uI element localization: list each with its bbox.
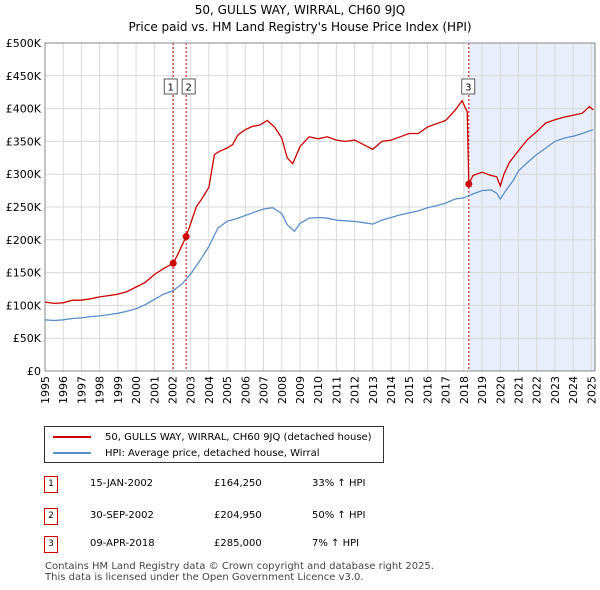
x-tick-label: 2010 <box>312 376 325 404</box>
x-tick-label: 2001 <box>148 376 161 404</box>
x-tick-label: 2000 <box>130 376 143 404</box>
x-tick-label: 2007 <box>258 376 271 404</box>
sale-badge-label: 3 <box>465 83 471 94</box>
x-tick-label: 1997 <box>75 376 88 404</box>
y-tick-label: £400K <box>6 103 42 116</box>
footer-copyright: Contains HM Land Registry data © Crown c… <box>45 561 434 572</box>
sale-point <box>182 233 190 241</box>
transaction-price: £204,950 <box>214 510 262 521</box>
x-tick-label: 2006 <box>239 376 252 404</box>
x-tick-label: 2015 <box>403 376 416 404</box>
transaction-row: 1 15-JAN-2002 £164,250 33% ↑ HPI <box>44 476 444 494</box>
x-tick-label: 2004 <box>203 376 216 404</box>
transaction-date: 09-APR-2018 <box>90 538 155 549</box>
x-tick-label: 2017 <box>440 376 453 404</box>
x-tick-label: 2024 <box>567 376 580 404</box>
legend-item-hpi: HPI: Average price, detached house, Wirr… <box>53 445 320 461</box>
x-tick-label: 2020 <box>494 376 507 404</box>
x-tick-label: 2005 <box>221 376 234 404</box>
x-tick-label: 1998 <box>94 376 107 404</box>
y-tick-label: £500K <box>6 37 42 50</box>
plot-frame <box>44 42 596 372</box>
transaction-row: 2 30-SEP-2002 £204,950 50% ↑ HPI <box>44 508 444 526</box>
transaction-date: 30-SEP-2002 <box>90 510 154 521</box>
sale-badge-label: 2 <box>185 83 191 94</box>
transaction-badge: 3 <box>44 536 58 553</box>
x-tick-label: 2018 <box>458 376 471 404</box>
chart-title: 50, GULLS WAY, WIRRAL, CH60 9JQ <box>195 3 405 17</box>
sale-point <box>169 259 177 267</box>
sale-badge-box <box>181 78 196 95</box>
transaction-hpi-change: 50% ↑ HPI <box>312 510 366 521</box>
transaction-row: 3 09-APR-2018 £285,000 7% ↑ HPI <box>44 536 444 554</box>
x-tick-label: 1995 <box>39 376 52 404</box>
series-line-property <box>44 99 594 305</box>
y-tick-label: £150K <box>6 267 42 280</box>
transaction-date: 15-JAN-2002 <box>90 478 154 489</box>
x-tick-label: 2013 <box>367 376 380 404</box>
sale-badge-box <box>461 78 476 95</box>
y-tick-label: £100K <box>6 299 42 312</box>
price-chart: 50, GULLS WAY, WIRRAL, CH60 9JQ Price pa… <box>6 3 599 404</box>
x-tick-label: 2016 <box>421 376 434 404</box>
footer: Contains HM Land Registry data © Crown c… <box>45 561 434 583</box>
x-tick-label: 2014 <box>385 376 398 404</box>
sale-point <box>465 180 473 188</box>
footer-licence: This data is licensed under the Open Gov… <box>45 572 364 583</box>
y-tick-label: £250K <box>6 201 42 214</box>
x-tick-label: 2023 <box>549 376 562 404</box>
legend-swatch-property <box>53 436 91 438</box>
x-tick-label: 2012 <box>349 376 362 404</box>
chart-subtitle: Price paid vs. HM Land Registry's House … <box>128 20 471 34</box>
y-tick-label: £450K <box>6 70 42 83</box>
x-tick-label: 2009 <box>294 376 307 404</box>
x-tick-label: 2025 <box>585 376 598 404</box>
y-tick-label: £200K <box>6 234 42 247</box>
x-tick-label: 1996 <box>57 376 70 404</box>
y-tick-label: £0 <box>27 365 41 378</box>
y-tick-label: £350K <box>6 135 42 148</box>
transaction-badge: 2 <box>44 508 58 525</box>
transaction-price: £164,250 <box>214 478 262 489</box>
legend-item-property: 50, GULLS WAY, WIRRAL, CH60 9JQ (detache… <box>53 429 372 445</box>
legend: 50, GULLS WAY, WIRRAL, CH60 9JQ (detache… <box>44 426 384 463</box>
x-tick-label: 2021 <box>513 376 526 404</box>
sale-badge-box <box>163 78 178 95</box>
x-tick-label: 2003 <box>185 376 198 404</box>
y-tick-label: £50K <box>13 332 42 345</box>
legend-label-hpi: HPI: Average price, detached house, Wirr… <box>105 447 320 459</box>
transaction-price: £285,000 <box>214 538 262 549</box>
transaction-hpi-change: 7% ↑ HPI <box>312 538 360 549</box>
x-tick-label: 1999 <box>112 376 125 404</box>
x-tick-label: 2008 <box>276 376 289 404</box>
y-tick-label: £300K <box>6 168 42 181</box>
legend-label-property: 50, GULLS WAY, WIRRAL, CH60 9JQ (detache… <box>105 431 372 443</box>
x-tick-label: 2002 <box>166 376 179 404</box>
transaction-badge: 1 <box>44 476 58 493</box>
series-line-hpi <box>44 128 594 322</box>
x-tick-label: 2011 <box>330 376 343 404</box>
legend-swatch-hpi <box>53 452 91 454</box>
x-tick-label: 2022 <box>531 376 544 404</box>
transaction-hpi-change: 33% ↑ HPI <box>312 478 366 489</box>
sale-badge-label: 1 <box>168 83 174 94</box>
x-tick-label: 2019 <box>476 376 489 404</box>
